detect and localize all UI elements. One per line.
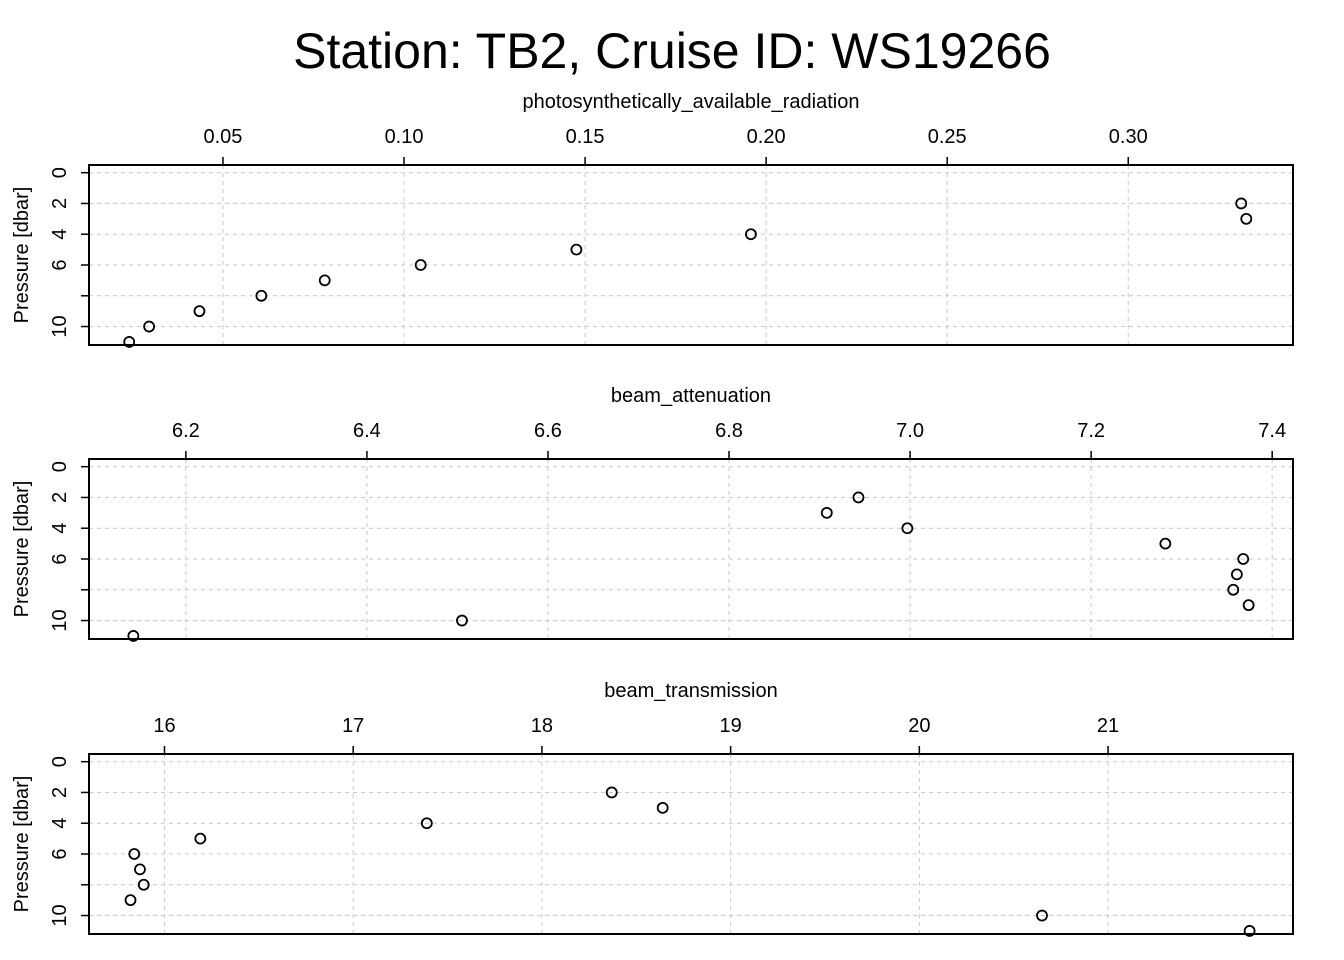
panel-3: 16 17 18 19 20 21 beam_transmission 0 2 4 6 10 Press… [11, 680, 1294, 937]
x-tick-label: 6.6 [534, 420, 562, 442]
plot-frame [88, 164, 1294, 346]
data-point [1227, 583, 1240, 596]
x-tick-label: 19 [720, 715, 742, 737]
data-point [127, 630, 140, 642]
data-point [745, 228, 757, 241]
plot-frame [88, 753, 1294, 935]
data-point [420, 817, 433, 830]
data-point [820, 506, 833, 519]
x-axis-label: beam_transmission [604, 680, 777, 702]
panel-2: 6.2 6.4 6.6 6.8 7.0 7.2 7.4 beam_attenuation 0 2 4… [11, 385, 1294, 642]
data-point [1036, 909, 1048, 922]
y-tick-label: 2 [49, 198, 71, 209]
data-point [605, 786, 618, 799]
data-point [137, 878, 150, 891]
x-tick-label: 21 [1097, 715, 1119, 737]
y-tick-label: 4 [49, 523, 71, 534]
x-tick-label: 7.2 [1077, 420, 1105, 442]
data-point [318, 274, 331, 287]
plot-frame [88, 458, 1294, 640]
figure-title: Station: TB2, Cruise ID: WS19266 [293, 23, 1051, 79]
x-tick-label: 18 [531, 715, 553, 737]
y-tick-label: 6 [49, 259, 71, 270]
y-tick-label: 6 [49, 848, 71, 859]
x-axis-label: photosynthetically_available_radiation [523, 91, 860, 113]
y-tick-label: 4 [49, 818, 71, 829]
data-point [1230, 568, 1243, 581]
data-point [124, 894, 137, 907]
data-point [255, 289, 268, 302]
x-tick-label: 6.4 [353, 420, 381, 442]
data-point [194, 832, 207, 845]
x-tick-label: 6.2 [172, 420, 200, 442]
y-axis-label: Pressure [dbar] [11, 481, 33, 618]
data-point [852, 491, 865, 504]
data-point [128, 848, 141, 860]
x-tick-label: 0.05 [204, 126, 243, 148]
data-point [1237, 553, 1250, 565]
y-tick-label: 0 [49, 167, 71, 178]
y-tick-label: 10 [49, 609, 71, 631]
y-tick-label: 10 [49, 315, 71, 337]
y-tick-label: 4 [49, 229, 71, 240]
x-tick-label: 0.10 [385, 126, 424, 148]
data-point [143, 320, 156, 333]
data-point [456, 614, 468, 627]
x-tick-label: 17 [342, 715, 364, 737]
data-point [901, 522, 914, 535]
y-tick-label: 2 [49, 492, 71, 503]
data-point [1242, 599, 1255, 612]
x-tick-label: 0.20 [747, 126, 786, 148]
data-point [570, 243, 583, 256]
data-point [193, 305, 206, 318]
x-axis-label: beam_attenuation [611, 385, 771, 407]
x-tick-label: 0.15 [566, 126, 605, 148]
y-tick-label: 2 [49, 787, 71, 798]
x-tick-label: 7.4 [1258, 420, 1286, 442]
x-tick-label: 20 [908, 715, 930, 737]
y-tick-label: 6 [49, 553, 71, 564]
data-point [656, 801, 669, 814]
data-point [123, 336, 136, 348]
x-tick-label: 0.25 [928, 126, 967, 148]
data-point [1240, 212, 1253, 225]
y-axis-label: Pressure [dbar] [11, 187, 33, 324]
data-point [414, 259, 427, 271]
data-point [134, 863, 146, 876]
data-point [1159, 537, 1172, 550]
panels: 0.05 0.10 0.15 0.20 0.25 0.30 photosynthetical… [11, 91, 1294, 937]
data-point [1243, 925, 1256, 937]
x-tick-label: 0.30 [1109, 126, 1148, 148]
y-tick-label: 0 [49, 756, 71, 767]
x-tick-label: 7.0 [896, 420, 924, 442]
y-axis-label: Pressure [dbar] [11, 776, 33, 913]
panel-1: 0.05 0.10 0.15 0.20 0.25 0.30 photosynthetical… [11, 91, 1294, 348]
y-tick-label: 10 [49, 904, 71, 926]
x-tick-label: 16 [153, 715, 175, 737]
y-tick-label: 0 [49, 461, 71, 472]
x-tick-label: 6.8 [715, 420, 743, 442]
data-point [1235, 197, 1248, 210]
